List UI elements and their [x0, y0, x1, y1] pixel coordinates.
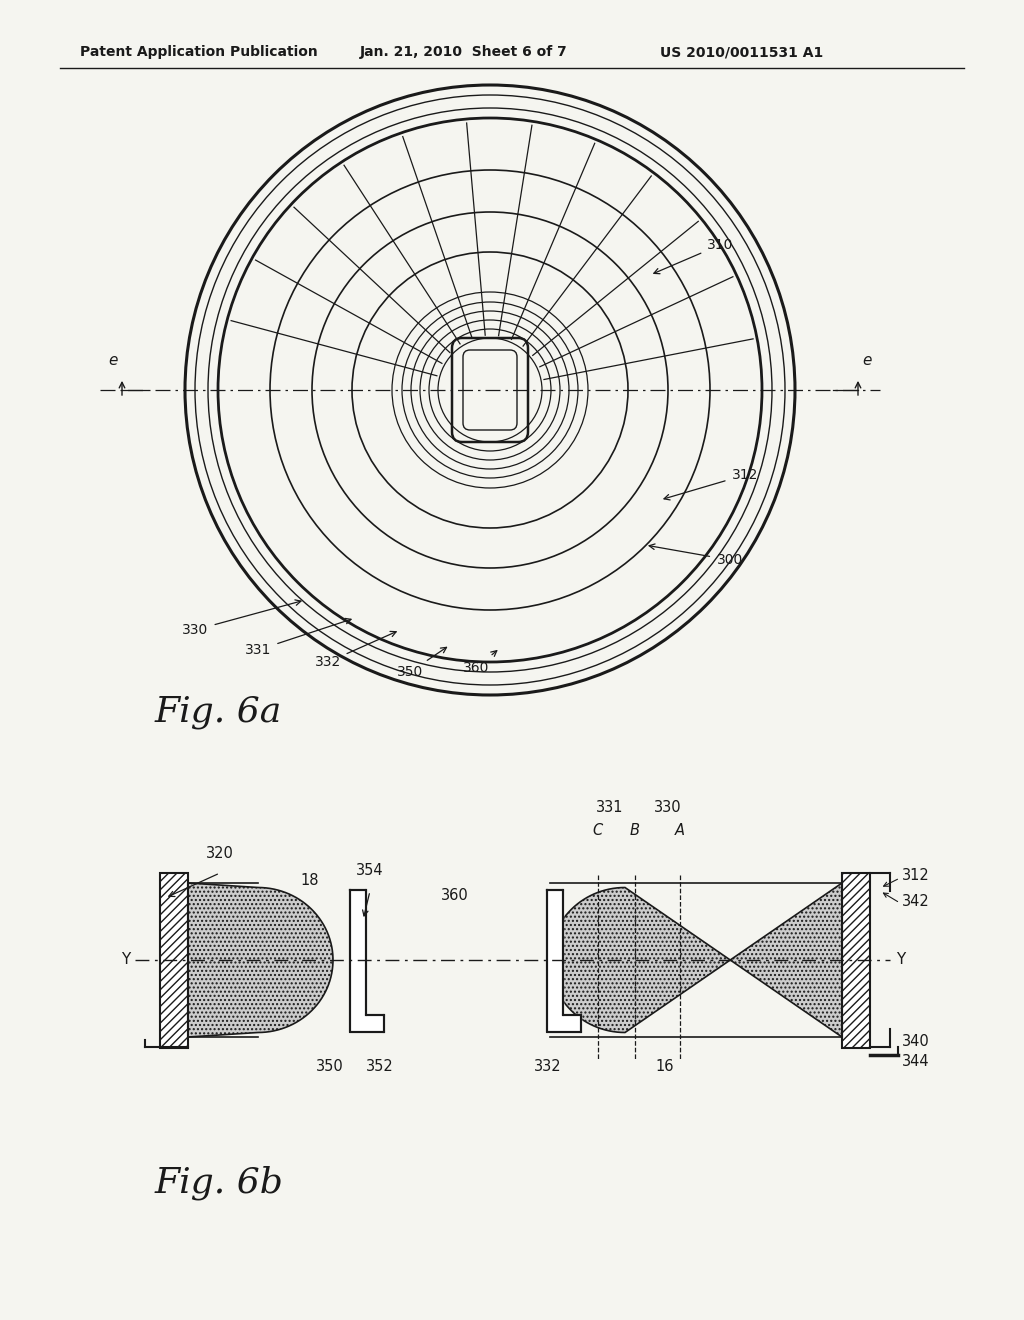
Text: Patent Application Publication: Patent Application Publication [80, 45, 317, 59]
Bar [160, 873, 188, 1048]
Text: US 2010/0011531 A1: US 2010/0011531 A1 [660, 45, 823, 59]
Text: 312: 312 [732, 469, 758, 482]
Text: e: e [108, 352, 118, 368]
Text: e: e [862, 352, 871, 368]
Text: 350: 350 [316, 1059, 344, 1074]
Text: 18: 18 [301, 873, 319, 888]
Polygon shape [550, 883, 842, 1038]
Text: 16: 16 [655, 1059, 674, 1074]
Text: 332: 332 [535, 1059, 562, 1074]
Text: 360: 360 [441, 888, 469, 903]
Text: 330: 330 [182, 623, 208, 638]
Text: 350: 350 [397, 665, 423, 678]
Text: 312: 312 [902, 867, 930, 883]
Text: Y: Y [121, 953, 130, 968]
Text: 300: 300 [717, 553, 743, 568]
Text: 342: 342 [902, 894, 930, 908]
Text: C: C [593, 822, 603, 838]
Polygon shape [188, 883, 333, 1038]
Text: Fig. 6b: Fig. 6b [155, 1166, 284, 1200]
Text: 330: 330 [654, 800, 682, 814]
Text: 310: 310 [707, 238, 733, 252]
Text: 344: 344 [902, 1055, 930, 1069]
Text: 320: 320 [206, 846, 233, 861]
Text: 340: 340 [902, 1035, 930, 1049]
Text: 332: 332 [314, 655, 341, 669]
Text: Jan. 21, 2010  Sheet 6 of 7: Jan. 21, 2010 Sheet 6 of 7 [360, 45, 567, 59]
Polygon shape [547, 890, 581, 1032]
Text: 354: 354 [356, 863, 384, 878]
Text: Y: Y [896, 953, 905, 968]
Text: 331: 331 [245, 643, 271, 657]
Text: A: A [675, 822, 685, 838]
Text: B: B [630, 822, 640, 838]
Bar [842, 873, 870, 1048]
Text: Fig. 6a: Fig. 6a [155, 696, 283, 729]
Polygon shape [350, 890, 384, 1032]
Text: 331: 331 [596, 800, 624, 814]
Text: 352: 352 [367, 1059, 394, 1074]
Text: 360: 360 [463, 661, 489, 675]
